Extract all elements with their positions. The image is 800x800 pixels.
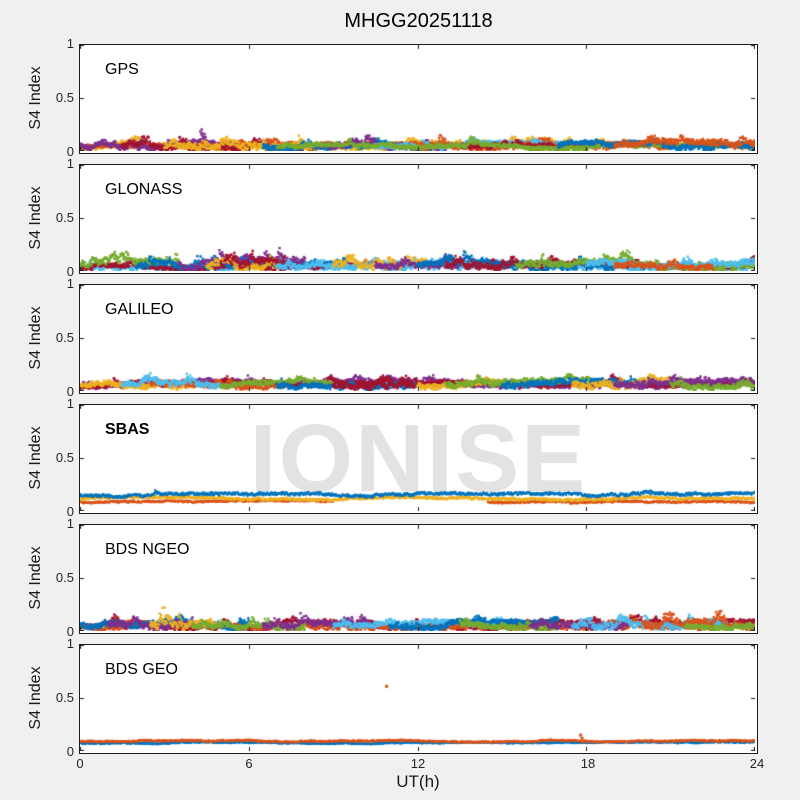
panel-bds-geo: BDS GEO [79, 644, 758, 754]
ytick-0-p3: 0 [66, 384, 74, 399]
xtick-18: 18 [580, 756, 596, 771]
panel-label-bds-ngeo: BDS NGEO [105, 541, 190, 558]
y-axis-label-p2: S4 Index [27, 186, 44, 250]
ytick-1-p6: 1 [66, 636, 74, 651]
scatter-plot-bds-geo [80, 645, 755, 751]
xtick-6: 6 [245, 756, 253, 771]
scatter-plot-glonass [80, 165, 755, 271]
panel-bds-ngeo: BDS NGEO [79, 524, 758, 634]
y-axis-label-p4: S4 Index [27, 426, 44, 490]
scatter-plot-sbas [80, 405, 755, 511]
ytick-1-p2: 1 [66, 156, 74, 171]
y-axis-label-p3: S4 Index [27, 306, 44, 370]
ytick-0-p6: 0 [66, 744, 74, 759]
ytick-05-p3: 0.5 [55, 330, 74, 345]
scatter-plot-gps [80, 45, 755, 151]
scatter-plot-bds-ngeo [80, 525, 755, 631]
scatter-plot-galileo [80, 285, 755, 391]
ytick-1-p5: 1 [66, 516, 74, 531]
y-axis-label-p6: S4 Index [27, 666, 44, 730]
xtick-12: 12 [410, 756, 426, 771]
ytick-0-p4: 0 [66, 504, 74, 519]
ytick-0-p1: 0 [66, 144, 74, 159]
x-axis-label: UT(h) [396, 772, 440, 791]
panel-label-sbas: SBAS [105, 421, 150, 438]
ytick-05-p4: 0.5 [55, 450, 74, 465]
ytick-1-p4: 1 [66, 396, 74, 411]
ytick-1-p1: 1 [66, 36, 74, 51]
panel-label-bds-geo: BDS GEO [105, 661, 178, 678]
panel-label-galileo: GALILEO [105, 301, 174, 318]
xtick-24: 24 [749, 756, 765, 771]
figure-title: MHGG20251118 [344, 10, 493, 32]
ytick-05-p2: 0.5 [55, 210, 74, 225]
y-axis-label-p1: S4 Index [27, 66, 44, 130]
xtick-0: 0 [76, 756, 84, 771]
ytick-05-p5: 0.5 [55, 570, 74, 585]
ytick-0-p5: 0 [66, 624, 74, 639]
ytick-0-p2: 0 [66, 264, 74, 279]
panel-glonass: GLONASS [79, 164, 758, 274]
ytick-05-p1: 0.5 [55, 90, 74, 105]
panel-sbas: IONISE SBAS [79, 404, 758, 514]
panel-label-glonass: GLONASS [105, 181, 183, 198]
panel-galileo: GALILEO [79, 284, 758, 394]
ytick-05-p6: 0.5 [55, 690, 74, 705]
y-axis-label-p5: S4 Index [27, 546, 44, 610]
ytick-1-p3: 1 [66, 276, 74, 291]
panel-label-gps: GPS [105, 61, 139, 78]
panel-gps: GPS [79, 44, 758, 154]
